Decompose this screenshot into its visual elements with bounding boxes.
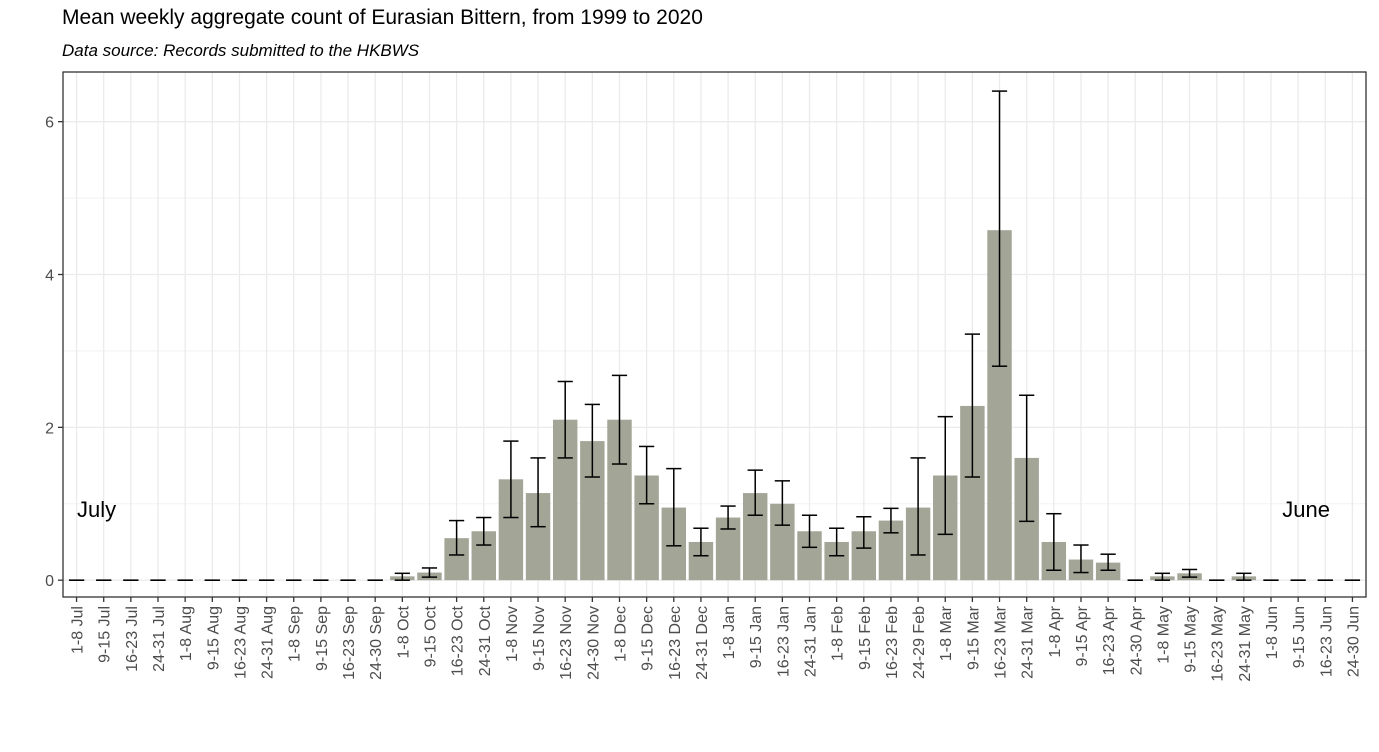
error-bar	[1073, 544, 1089, 574]
error-bar	[1181, 568, 1198, 578]
error-bar	[503, 440, 519, 519]
y-axis: 0 2 4 6	[45, 115, 63, 590]
bar-16-23-apr	[1095, 562, 1121, 581]
x-tick-label: 16-23 Nov	[558, 606, 575, 680]
x-tick-label: 24-31 Aug	[260, 606, 277, 679]
x-tick-label: 9-15 Jun	[1291, 606, 1308, 668]
annotation-july: July	[77, 497, 116, 522]
y-tick-label: 4	[45, 268, 54, 285]
x-tick-label: 24-30 Sep	[368, 606, 385, 680]
x-tick-label: 1-8 Aug	[178, 606, 195, 661]
x-tick-label: 16-23 Aug	[232, 606, 249, 679]
x-tick-label: 24-31 Mar	[1020, 605, 1037, 679]
error-bar	[421, 567, 438, 578]
error-bar	[991, 90, 1008, 367]
error-bar	[557, 380, 573, 459]
grid-lines	[63, 72, 1366, 597]
error-bar	[530, 457, 546, 528]
x-tick-label: 16-23 Oct	[450, 605, 467, 676]
x-tick-label: 1-8 Mar	[938, 605, 955, 661]
x-tick-label: 9-15 Aug	[205, 606, 222, 670]
error-bar	[693, 527, 709, 557]
x-tick-label: 24-31 Dec	[694, 606, 711, 680]
panel-border	[62, 71, 1367, 598]
x-tick-label: 1-8 Nov	[504, 606, 521, 662]
x-tick-label: 1-8 May	[1155, 606, 1172, 664]
y-tick-label: 0	[45, 573, 54, 590]
annotations: July June	[77, 497, 1330, 522]
error-bar	[1154, 572, 1171, 581]
x-tick-label: 9-15 Oct	[422, 605, 439, 667]
x-tick-label: 9-15 Mar	[965, 605, 982, 670]
x-tick-label: 9-15 May	[1183, 606, 1200, 673]
x-tick-label: 1-8 Apr	[1047, 605, 1064, 657]
x-tick-label: 24-30 Apr	[1128, 605, 1145, 675]
error-bar	[449, 519, 465, 556]
x-tick-label: 1-8 Jul	[70, 606, 87, 654]
error-bar	[394, 572, 410, 581]
annotation-june: June	[1282, 497, 1330, 522]
x-tick-label: 1-8 Jan	[721, 606, 738, 659]
x-tick-label: 9-15 Nov	[531, 606, 548, 671]
x-tick-label: 24-30 Jun	[1345, 606, 1362, 677]
x-tick-label: 16-23 May	[1210, 606, 1227, 682]
x-tick-label: 9-15 Feb	[857, 606, 874, 670]
error-bar	[829, 527, 845, 557]
error-bar	[476, 516, 492, 546]
x-tick-label: 16-23 Jan	[775, 606, 792, 677]
x-tick-label: 9-15 Sep	[314, 606, 331, 671]
x-axis: 1-8 Jul 9-15 Jul 16-23 Jul 24-31 Jul 1-8 Aug…	[70, 597, 1362, 682]
y-tick-label: 6	[45, 115, 54, 132]
x-tick-label: 1-8 Oct	[395, 605, 412, 658]
x-tick-label: 1-8 Sep	[287, 606, 304, 662]
x-tick-label: 9-15 Dec	[640, 606, 657, 671]
error-bar	[937, 415, 953, 536]
error-bar	[910, 457, 926, 556]
x-tick-label: 9-15 Jul	[97, 606, 114, 663]
x-tick-label: 9-15 Apr	[1074, 605, 1091, 666]
x-tick-label: 9-15 Jan	[748, 606, 765, 668]
error-bar	[774, 480, 790, 526]
chart-title: Mean weekly aggregate count of Eurasian …	[62, 6, 703, 29]
x-tick-label: 16-23 Dec	[667, 606, 684, 680]
x-tick-label: 24-31 Jan	[803, 606, 820, 677]
error-bar	[584, 403, 600, 478]
x-tick-label: 24-30 Nov	[585, 606, 602, 680]
error-bar	[720, 505, 736, 530]
error-bar	[1019, 394, 1035, 523]
x-tick-label: 1-8 Jun	[1264, 606, 1281, 659]
x-tick-label: 16-23 Sep	[341, 606, 358, 680]
x-tick-label: 24-31 Oct	[477, 605, 494, 676]
chart-subtitle: Data source: Records submitted to the HK…	[62, 41, 420, 60]
x-tick-label: 16-23 Feb	[884, 606, 901, 679]
x-tick-label: 24-29 Feb	[911, 606, 928, 679]
error-bars	[68, 90, 1361, 581]
x-tick-label: 16-23 Jul	[124, 606, 141, 672]
error-bar	[747, 469, 763, 516]
error-bar	[1046, 512, 1062, 572]
error-bar	[639, 445, 655, 505]
x-tick-label: 16-23 Apr	[1101, 605, 1118, 675]
x-tick-label: 16-23 Jun	[1318, 606, 1335, 677]
error-bar	[883, 507, 899, 534]
x-tick-label: 16-23 Mar	[993, 605, 1010, 679]
y-tick-label: 2	[45, 420, 54, 437]
x-tick-label: 24-31 May	[1237, 606, 1254, 682]
x-tick-label: 1-8 Feb	[830, 606, 847, 661]
error-bar	[964, 333, 980, 478]
error-bar	[1236, 572, 1252, 581]
error-bar	[611, 374, 628, 465]
x-tick-label: 24-31 Jul	[151, 606, 168, 672]
error-bar	[666, 467, 682, 547]
error-bar	[801, 514, 818, 549]
error-bar	[1100, 553, 1116, 572]
error-bar	[856, 516, 872, 549]
plot-panel	[63, 72, 1366, 597]
x-tick-label: 1-8 Dec	[612, 606, 629, 662]
plot-frame	[62, 71, 1367, 598]
